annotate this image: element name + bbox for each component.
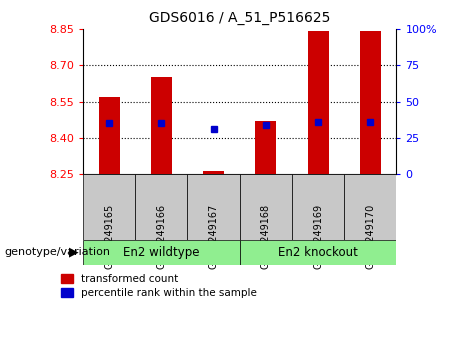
Title: GDS6016 / A_51_P516625: GDS6016 / A_51_P516625 [149,11,331,25]
Bar [255,121,276,174]
Bar [240,240,396,265]
Bar [360,32,381,174]
Bar [99,97,119,174]
Text: GSM1249168: GSM1249168 [261,204,271,269]
Text: GSM1249169: GSM1249169 [313,204,323,269]
Bar [83,240,240,265]
Bar [188,174,240,240]
Text: En2 wildtype: En2 wildtype [123,246,200,259]
Bar [344,174,396,240]
Text: GSM1249165: GSM1249165 [104,204,114,269]
Bar [151,77,172,174]
Text: GSM1249170: GSM1249170 [365,204,375,269]
Legend: transformed count, percentile rank within the sample: transformed count, percentile rank withi… [60,274,257,298]
Text: genotype/variation: genotype/variation [5,247,111,257]
Bar [240,174,292,240]
Text: En2 knockout: En2 knockout [278,246,358,259]
Bar [135,174,188,240]
Bar [203,171,224,174]
Text: GSM1249167: GSM1249167 [208,204,219,269]
Text: ▶: ▶ [69,246,79,259]
Bar [83,174,135,240]
Bar [307,32,329,174]
Text: GSM1249166: GSM1249166 [156,204,166,269]
Bar [292,174,344,240]
